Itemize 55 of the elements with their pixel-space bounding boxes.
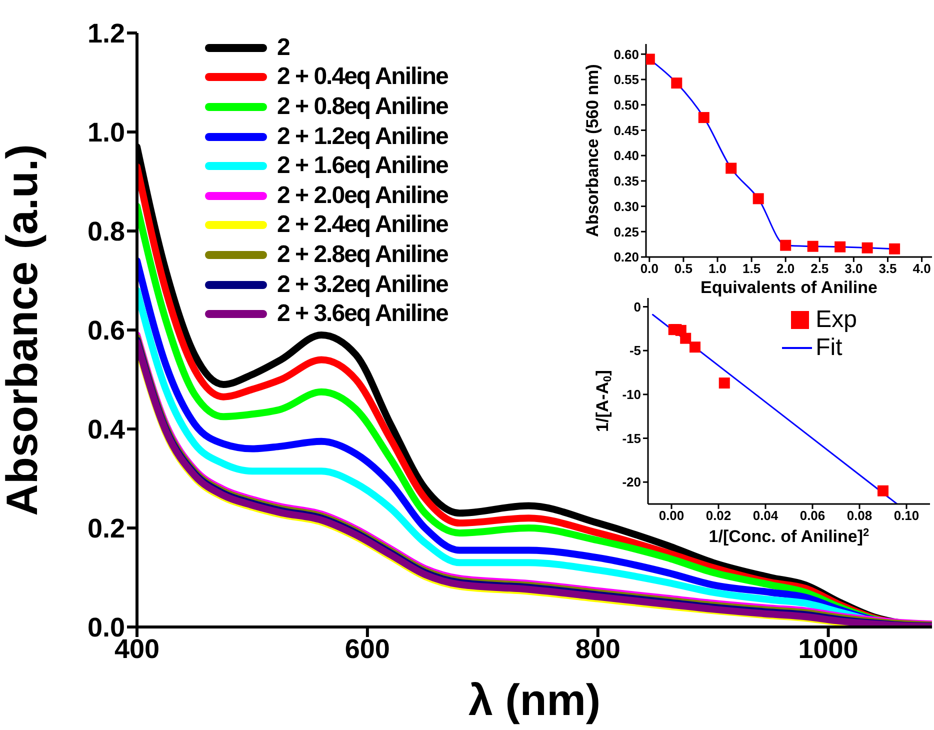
legend-label: 2 + 0.8eq Aniline	[277, 92, 448, 121]
x-tick-label: 0.5	[674, 261, 692, 276]
y-tick-label: 0	[634, 299, 641, 314]
x-axis-title: Equivalents of Aniline	[700, 278, 878, 297]
x-tick-label: 1000	[798, 634, 858, 664]
y-tick-label: 0.2	[87, 514, 125, 544]
x-tick-label: 1.0	[708, 261, 727, 276]
y-tick-label: 0.40	[614, 148, 639, 164]
y-tick-label: 0.20	[614, 250, 639, 265]
x-tick-label: 800	[575, 634, 620, 664]
x-tick-label: 0.10	[894, 508, 920, 524]
y-tick-label: 0.25	[614, 224, 639, 240]
y-tick-label: 1.2	[87, 18, 125, 49]
y-tick-label: 0.45	[614, 122, 639, 138]
legend-label: 2 + 1.2eq Aniline	[277, 122, 448, 151]
legend-label: Fit	[816, 334, 842, 362]
x-tick-label: 600	[344, 634, 390, 664]
x-axis-title: 1/[Conc. of Aniline]$^{2}$	[708, 527, 870, 546]
legend-label: 2 + 2.8eq Aniline	[277, 240, 448, 269]
x-tick-label: 2.0	[776, 261, 795, 276]
x-tick-label: 0.02	[706, 508, 732, 524]
x-tick-label: 0.0	[640, 261, 658, 276]
legend-label: 2 + 1.6eq Aniline	[277, 152, 448, 180]
legend-label: 2 + 2.4eq Aniline	[277, 211, 448, 240]
x-tick-label: 3.0	[844, 261, 863, 276]
y-tick-label: 0.30	[614, 198, 639, 214]
legend-label: Exp	[816, 306, 857, 334]
legend-label: 2	[277, 34, 290, 62]
y-tick-label: -15	[622, 430, 641, 446]
y-tick-label: -10	[622, 387, 641, 402]
x-tick-label: 0.08	[846, 508, 872, 524]
y-tick-label: 0.55	[614, 72, 639, 88]
legend-label: 2 + 0.4eq Aniline	[277, 63, 448, 92]
y-tick-label: 0.8	[87, 216, 125, 247]
x-tick-label: 0.06	[800, 508, 826, 524]
y-axis-title: Absorbance (560 nm)	[582, 64, 602, 237]
x-tick-label: 2.5	[810, 261, 829, 276]
x-tick-label: 1.5	[742, 261, 761, 276]
y-tick-label: 0.4	[87, 414, 125, 445]
y-tick-label: 0.35	[614, 174, 639, 189]
x-tick-label: 0.04	[752, 508, 779, 524]
x-tick-label: 4.0	[912, 261, 931, 276]
legend-label: 2 + 2.0eq Aniline	[277, 182, 448, 210]
y-axis-title: Absorbance (a.u.)	[0, 144, 46, 516]
y-tick-label: -5	[629, 343, 641, 358]
legend-label: 2 + 3.6eq Aniline	[277, 300, 448, 328]
x-tick-label: 0.00	[658, 508, 684, 524]
y-tick-label: 0.50	[614, 97, 639, 112]
y-tick-label: 0.6	[87, 316, 125, 346]
x-tick-label: 3.5	[878, 261, 897, 276]
y-tick-label: 0.60	[614, 46, 639, 62]
y-tick-label: 1.0	[87, 118, 125, 148]
y-tick-label: -20	[622, 474, 641, 490]
x-axis-title: λ (nm)	[468, 676, 600, 725]
legend-label: 2 + 3.2eq Aniline	[277, 270, 448, 299]
